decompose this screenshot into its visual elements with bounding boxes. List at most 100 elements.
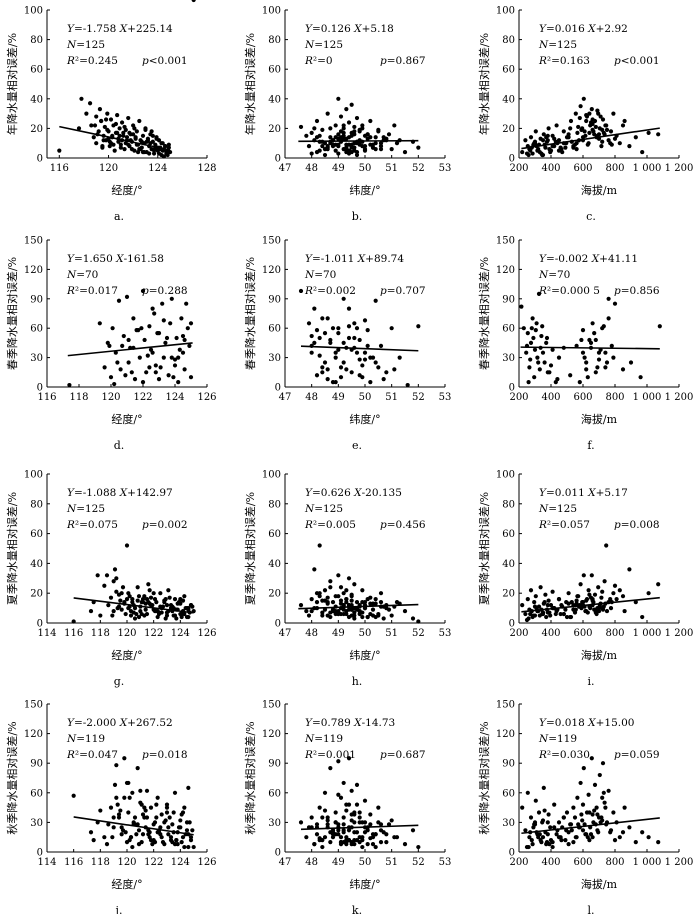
data-point (91, 838, 96, 843)
data-point (577, 115, 582, 121)
regression-equation: Y=0.018 X+15.00 (539, 717, 634, 729)
data-point (546, 812, 551, 817)
panel-label: h. (352, 675, 363, 688)
data-point (88, 830, 94, 835)
data-point (328, 766, 333, 771)
data-point (325, 822, 330, 827)
data-point (370, 842, 376, 847)
data-point (633, 135, 638, 140)
data-point (574, 147, 579, 152)
data-point (154, 802, 159, 807)
data-point (593, 370, 598, 375)
data-point (170, 604, 175, 609)
data-point (346, 306, 352, 311)
regression-line (59, 125, 171, 151)
data-point (612, 838, 618, 843)
data-point (568, 614, 573, 620)
y-tick-label: 60 (502, 324, 515, 335)
data-point (298, 603, 304, 608)
data-point (582, 355, 587, 360)
data-point (312, 340, 317, 345)
data-point (354, 830, 360, 835)
data-point (110, 326, 115, 331)
data-point (182, 844, 187, 850)
data-point (600, 117, 606, 122)
data-point (134, 129, 139, 134)
data-point (134, 832, 139, 837)
data-point (137, 118, 142, 124)
data-point (84, 111, 89, 116)
x-tick-label: 48 (305, 163, 318, 174)
y-tick-label: 0 (275, 154, 281, 165)
p-value: p=0.018 (142, 749, 188, 761)
data-point (528, 815, 534, 820)
data-point (545, 138, 550, 143)
data-point (365, 328, 370, 333)
data-point (122, 795, 127, 800)
panel-label: j. (114, 904, 123, 914)
data-point (524, 844, 530, 850)
data-point (590, 835, 595, 840)
y-tick-label: 30 (502, 353, 515, 364)
data-point (328, 614, 333, 620)
y-tick-label: 0 (275, 848, 281, 859)
data-point (599, 595, 604, 600)
data-point (611, 810, 616, 815)
data-point (336, 326, 341, 331)
data-point (167, 595, 172, 600)
x-tick-label: 49 (332, 392, 345, 403)
data-point (410, 828, 416, 833)
x-tick-label: 118 (69, 392, 88, 403)
sample-size: N=70 (66, 269, 98, 281)
x-tick-label: 124 (171, 628, 190, 639)
data-point (357, 129, 362, 134)
y-axis-label: 秋季降水量相对误差/% (5, 721, 19, 834)
data-point (528, 611, 533, 617)
data-point (320, 370, 325, 375)
data-point (608, 606, 614, 611)
data-point (143, 808, 148, 813)
data-point (555, 377, 560, 382)
data-point (349, 370, 354, 375)
data-point (116, 812, 122, 817)
x-axis-label: 经度/° (111, 412, 142, 426)
data-point (341, 130, 346, 135)
data-point (153, 142, 158, 147)
data-point (346, 614, 352, 620)
data-point (312, 842, 317, 847)
data-point (130, 790, 135, 795)
data-point (112, 148, 117, 153)
data-point (333, 350, 338, 355)
data-point (541, 785, 546, 790)
data-point (325, 111, 330, 116)
data-point (100, 144, 105, 149)
x-tick-label: 51 (385, 392, 398, 403)
regression-equation: Y=-1.011 X+89.74 (305, 253, 404, 265)
data-point (376, 129, 381, 134)
data-point (171, 375, 176, 380)
data-point (556, 597, 562, 602)
data-point (320, 316, 325, 321)
data-point (116, 815, 122, 820)
data-point (121, 333, 126, 339)
data-point (587, 130, 592, 135)
data-point (525, 597, 530, 602)
data-point (124, 543, 130, 548)
data-point (105, 111, 110, 116)
data-point (410, 616, 416, 621)
data-point (354, 152, 360, 158)
data-point (416, 619, 421, 624)
data-point (657, 324, 662, 329)
data-point (306, 613, 312, 618)
data-point (346, 151, 352, 156)
data-point (524, 151, 530, 156)
data-point (544, 340, 549, 345)
data-point (172, 597, 178, 602)
data-point (656, 132, 661, 137)
chart-panel-h: 0 20 40 60 80 100 47 48 49 50 51 52 53 Y=0.626 X-20.1… (243, 470, 451, 689)
data-point (545, 370, 550, 375)
data-point (314, 832, 320, 837)
data-point (172, 363, 178, 368)
data-point (154, 136, 159, 141)
panel-label: i. (587, 675, 594, 688)
